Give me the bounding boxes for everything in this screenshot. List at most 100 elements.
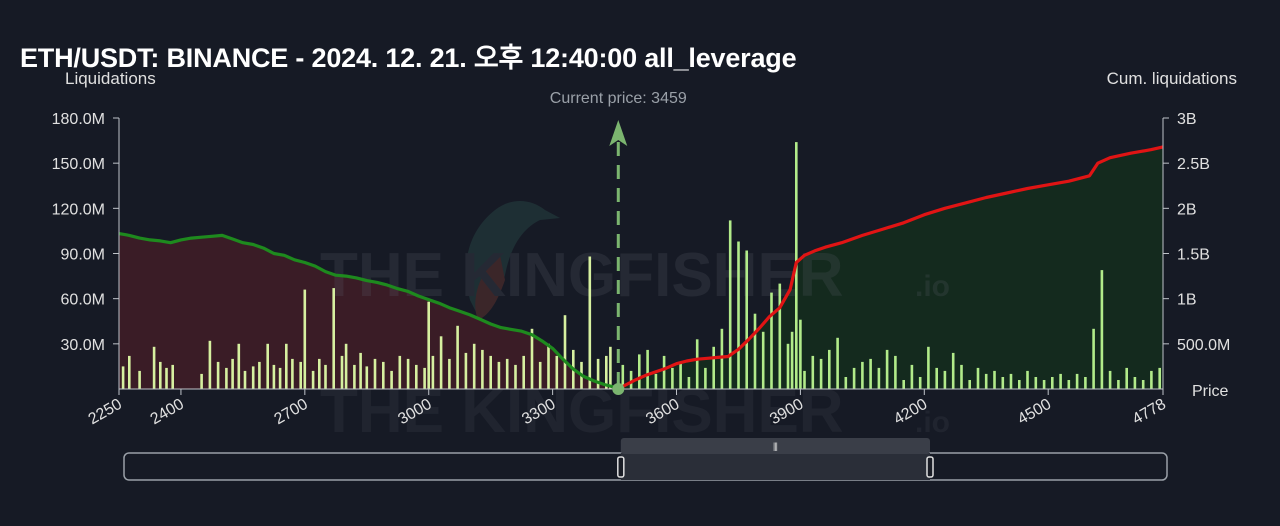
y2-tick-label: 2.5B bbox=[1177, 156, 1210, 173]
liquidation-bar bbox=[1141, 380, 1145, 389]
liquidation-bar bbox=[251, 366, 255, 389]
range-slider[interactable]: ⦀ bbox=[123, 438, 1168, 481]
liquidation-bar bbox=[415, 364, 418, 389]
liquidation-bar bbox=[629, 370, 633, 389]
liquidation-bar bbox=[472, 343, 476, 389]
liquidation-bar bbox=[1133, 377, 1137, 389]
arrow-up-icon bbox=[609, 120, 628, 146]
liquidation-bar bbox=[609, 346, 612, 389]
liquidation-bar bbox=[311, 370, 315, 389]
range-slider-handle-right[interactable] bbox=[926, 456, 934, 478]
liquidation-bar bbox=[373, 358, 377, 389]
long-cumulative-line bbox=[118, 232, 619, 391]
liquidation-bar bbox=[439, 336, 443, 389]
x-tick-label: 2400 bbox=[148, 396, 187, 429]
liquidation-bar bbox=[1092, 328, 1095, 389]
liquidation-bar bbox=[737, 241, 740, 389]
watermark-suffix: .io bbox=[915, 270, 950, 303]
y2-axis-label: Cum. liquidations bbox=[1106, 69, 1237, 88]
liquidation-bar bbox=[712, 346, 715, 389]
liquidation-bar bbox=[1125, 367, 1128, 389]
liquidation-bar bbox=[790, 331, 794, 389]
liquidation-bar bbox=[695, 339, 699, 389]
liquidation-bar bbox=[819, 358, 823, 389]
liquidation-bar bbox=[243, 370, 247, 389]
liquidation-bar bbox=[968, 380, 971, 389]
long-cumulative-fill bbox=[119, 233, 619, 389]
liquidation-bar bbox=[159, 361, 162, 389]
liquidation-bar bbox=[596, 358, 600, 389]
cumulative-lines bbox=[118, 145, 1164, 391]
liquidation-bar bbox=[1158, 367, 1161, 389]
y-tick-label: 180.0M bbox=[52, 111, 105, 128]
liquidation-bar bbox=[200, 373, 203, 389]
range-slider-handle-left[interactable] bbox=[617, 456, 625, 478]
grip-icon[interactable]: ⦀ bbox=[773, 441, 778, 454]
short-cumulative-fill bbox=[618, 146, 1163, 389]
liquidation-bar bbox=[894, 355, 897, 389]
liquidation-bar bbox=[128, 355, 131, 389]
liquidation-bar bbox=[646, 349, 649, 389]
liquidation-bar bbox=[679, 361, 682, 389]
liquidation-bar bbox=[976, 367, 980, 389]
liquidation-bar bbox=[799, 319, 802, 389]
liquidation-bar bbox=[960, 364, 963, 389]
liquidation-bar bbox=[704, 367, 707, 389]
x-tick-label: 4500 bbox=[1015, 396, 1054, 429]
liquidation-bar bbox=[927, 346, 930, 389]
liquidation-bar bbox=[662, 355, 666, 389]
liquidation-bar bbox=[165, 367, 168, 389]
y-axis-label: Liquidations bbox=[65, 69, 156, 88]
liquidation-bar bbox=[272, 364, 276, 389]
liquidation-bar bbox=[778, 283, 782, 389]
liquidation-bar bbox=[152, 346, 156, 389]
liquidation-bar bbox=[138, 370, 141, 389]
y-tick-label: 30.0M bbox=[61, 337, 105, 354]
liquidation-bar bbox=[770, 292, 773, 389]
y2-tick-label: 1B bbox=[1177, 292, 1197, 309]
range-slider-selection[interactable] bbox=[620, 453, 930, 480]
range-slider-grip-bar[interactable] bbox=[620, 438, 930, 454]
liquidation-bar bbox=[993, 370, 996, 389]
liquidation-bar bbox=[1117, 380, 1120, 389]
liquidation-bar bbox=[951, 352, 955, 389]
liquidation-bar bbox=[530, 328, 534, 389]
liquidation-bar bbox=[828, 349, 831, 389]
liquidation-bar bbox=[1051, 377, 1054, 389]
liquidation-bar bbox=[1075, 373, 1079, 389]
watermark-suffix-reflection: .io bbox=[915, 406, 950, 439]
liquidation-bar bbox=[332, 288, 335, 389]
y2-tick-label: 500.0M bbox=[1177, 337, 1230, 354]
liquidation-bar bbox=[216, 361, 220, 389]
liquidation-bar bbox=[427, 301, 430, 389]
liquidation-bar bbox=[318, 358, 321, 389]
liquidation-bar bbox=[555, 355, 559, 389]
chart-title: ETH/USDT: BINANCE - 2024. 12. 21. 오후 12:… bbox=[20, 43, 797, 73]
liquidation-bar bbox=[720, 328, 724, 389]
liquidation-bar bbox=[1100, 270, 1104, 389]
liquidation-bar bbox=[654, 373, 658, 389]
cumulative-fill-layer bbox=[119, 146, 1163, 389]
liquidation-bar bbox=[1084, 377, 1087, 389]
liquidation-bar bbox=[538, 361, 542, 389]
liquidation-bar bbox=[1059, 373, 1062, 389]
liquidation-bar bbox=[423, 367, 426, 389]
liquidation-bar bbox=[406, 358, 410, 389]
liquidation-bar bbox=[869, 358, 872, 389]
liquidation-bar bbox=[803, 370, 806, 389]
liquidation-bar bbox=[943, 370, 947, 389]
liquidation-bar bbox=[464, 352, 468, 389]
liquidation-bar bbox=[811, 355, 815, 389]
liquidation-bar bbox=[1067, 380, 1071, 389]
liquidation-bar bbox=[353, 364, 356, 389]
liquidation-bar bbox=[1042, 380, 1046, 389]
y-tick-label: 60.0M bbox=[61, 292, 105, 309]
liquidation-bar bbox=[902, 380, 905, 389]
liquidation-bar bbox=[761, 331, 765, 389]
liquidation-bar bbox=[621, 364, 625, 389]
liquidation-bar bbox=[687, 377, 691, 389]
liquidation-bar bbox=[303, 289, 307, 389]
liquidation-bar bbox=[231, 358, 234, 389]
liquidation-bar bbox=[1034, 377, 1038, 389]
